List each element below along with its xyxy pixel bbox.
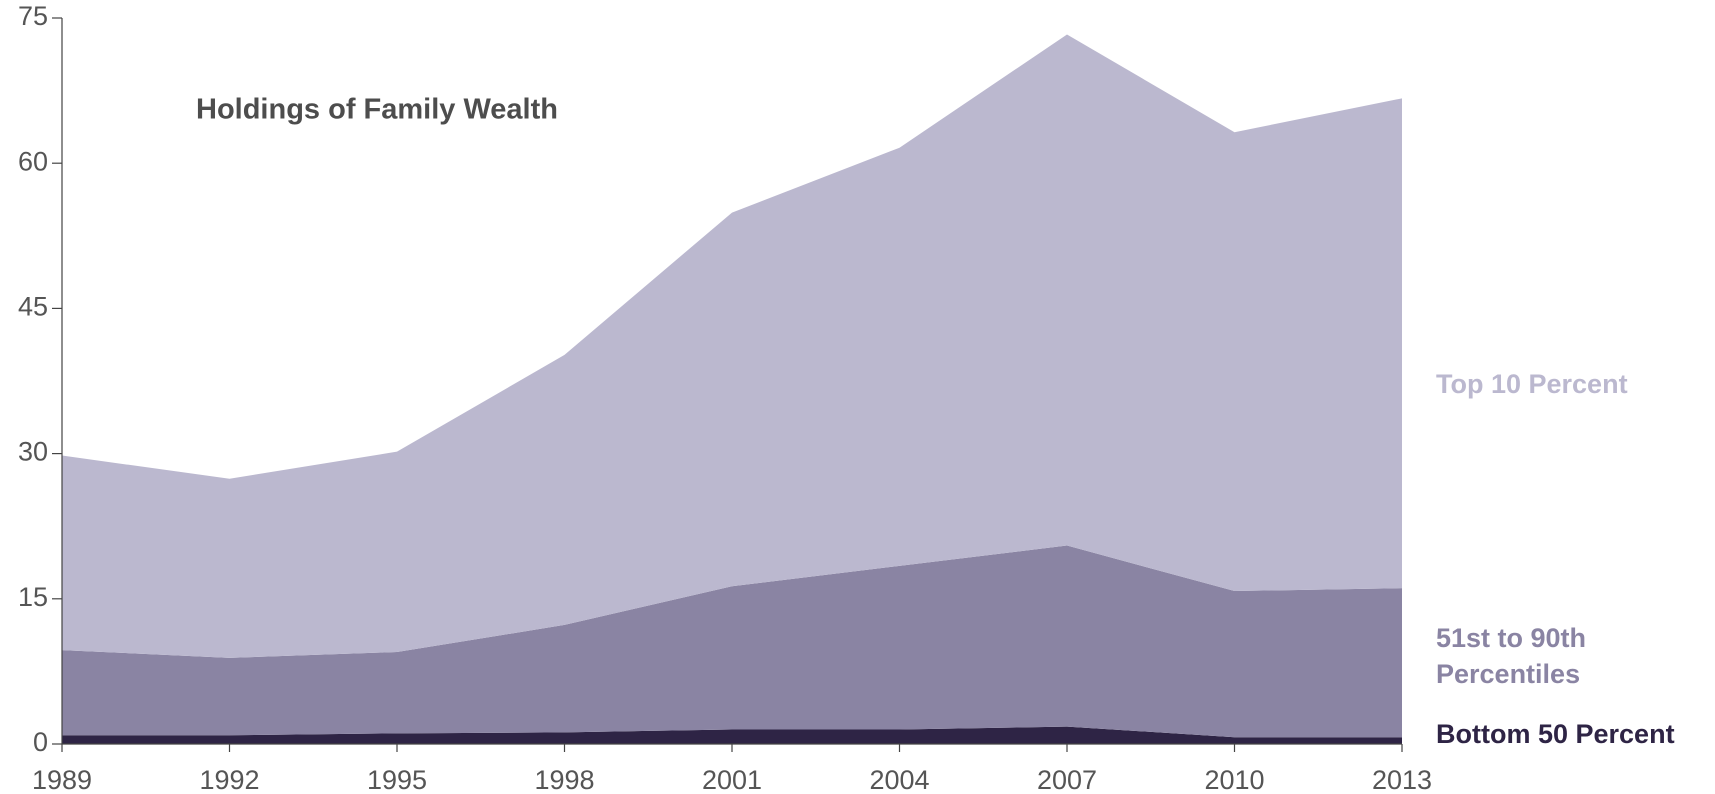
y-tick-label: 75 — [18, 1, 48, 31]
x-tick-label: 2001 — [702, 765, 762, 794]
area — [62, 34, 1402, 658]
x-tick-label: 2007 — [1037, 765, 1097, 794]
area — [62, 726, 1402, 744]
x-tick-label: 1998 — [534, 765, 594, 794]
chart-title: Holdings of Family Wealth — [196, 94, 558, 126]
y-tick-label: 15 — [18, 582, 48, 612]
x-tick-label: 1995 — [367, 765, 427, 794]
series-label: Top 10 Percent — [1436, 369, 1628, 399]
y-tick-label: 60 — [18, 146, 48, 176]
y-tick-label: 0 — [33, 727, 48, 757]
x-tick-label: 2004 — [869, 765, 929, 794]
x-tick-label: 2013 — [1372, 765, 1432, 794]
y-tick-label: 30 — [18, 437, 48, 467]
x-tick-label: 1989 — [32, 765, 92, 794]
y-tick-label: 45 — [18, 292, 48, 322]
x-tick-label: 1992 — [199, 765, 259, 794]
series-label: Bottom 50 Percent — [1436, 719, 1675, 749]
series-label: 51st to 90th Percentiles — [1436, 623, 1587, 689]
area — [62, 545, 1402, 738]
x-tick-label: 2010 — [1204, 765, 1264, 794]
